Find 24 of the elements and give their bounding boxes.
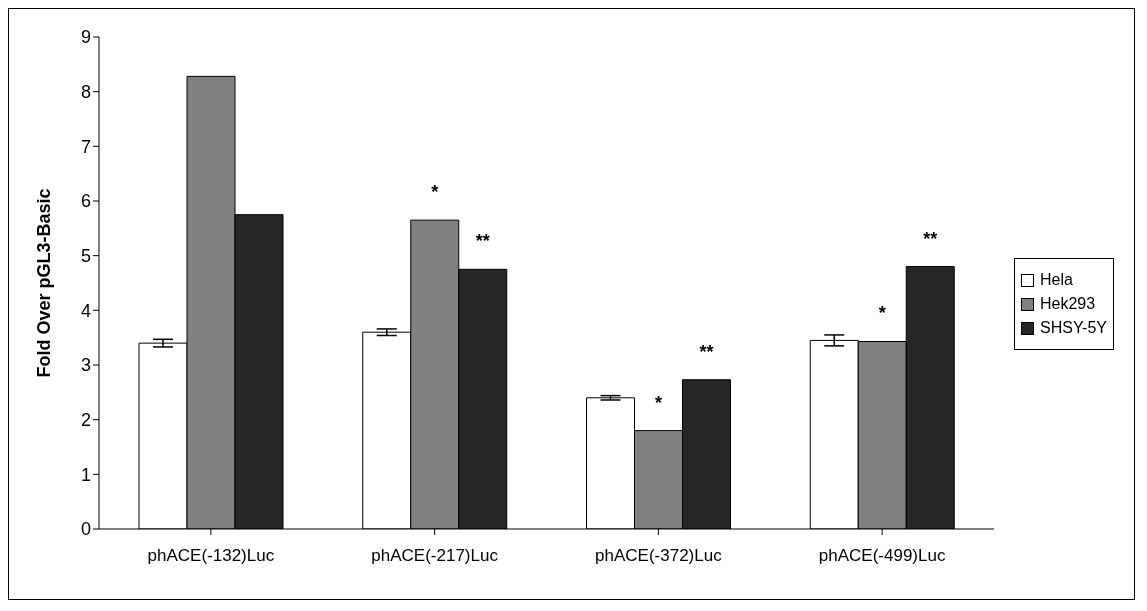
legend-label: SHSY-5Y bbox=[1040, 319, 1107, 337]
data-label: * bbox=[878, 303, 886, 324]
data-label: * bbox=[431, 182, 439, 203]
data-label: * bbox=[654, 392, 663, 413]
y-tick-label: 0 bbox=[80, 519, 91, 540]
data-label: ** bbox=[923, 228, 938, 249]
y-tick-label: 3 bbox=[80, 355, 91, 376]
y-tick-label: 7 bbox=[80, 136, 91, 157]
x-tick-label: phACE(-372)Luc bbox=[595, 546, 723, 566]
data-label: ** bbox=[699, 341, 714, 362]
x-tick-label: phACE(-132)Luc bbox=[147, 546, 275, 566]
y-tick-label: 4 bbox=[80, 300, 91, 321]
y-tick-label: 2 bbox=[80, 410, 91, 431]
y-tick-label: 5 bbox=[80, 246, 91, 267]
y-tick-label: 8 bbox=[80, 82, 91, 103]
y-tick-label: 6 bbox=[80, 191, 91, 212]
legend-label: Hela bbox=[1040, 271, 1073, 289]
y-tick-label: 1 bbox=[80, 464, 91, 485]
y-axis-title: Fold Over pGL3-Basic bbox=[34, 188, 55, 378]
x-tick-label: phACE(-217)Luc bbox=[371, 546, 499, 566]
legend-label: Hek293 bbox=[1040, 295, 1096, 313]
data-label: ** bbox=[475, 231, 490, 252]
y-tick-label: 9 bbox=[80, 27, 91, 48]
x-tick-label: phACE(-499)Luc bbox=[818, 546, 946, 566]
